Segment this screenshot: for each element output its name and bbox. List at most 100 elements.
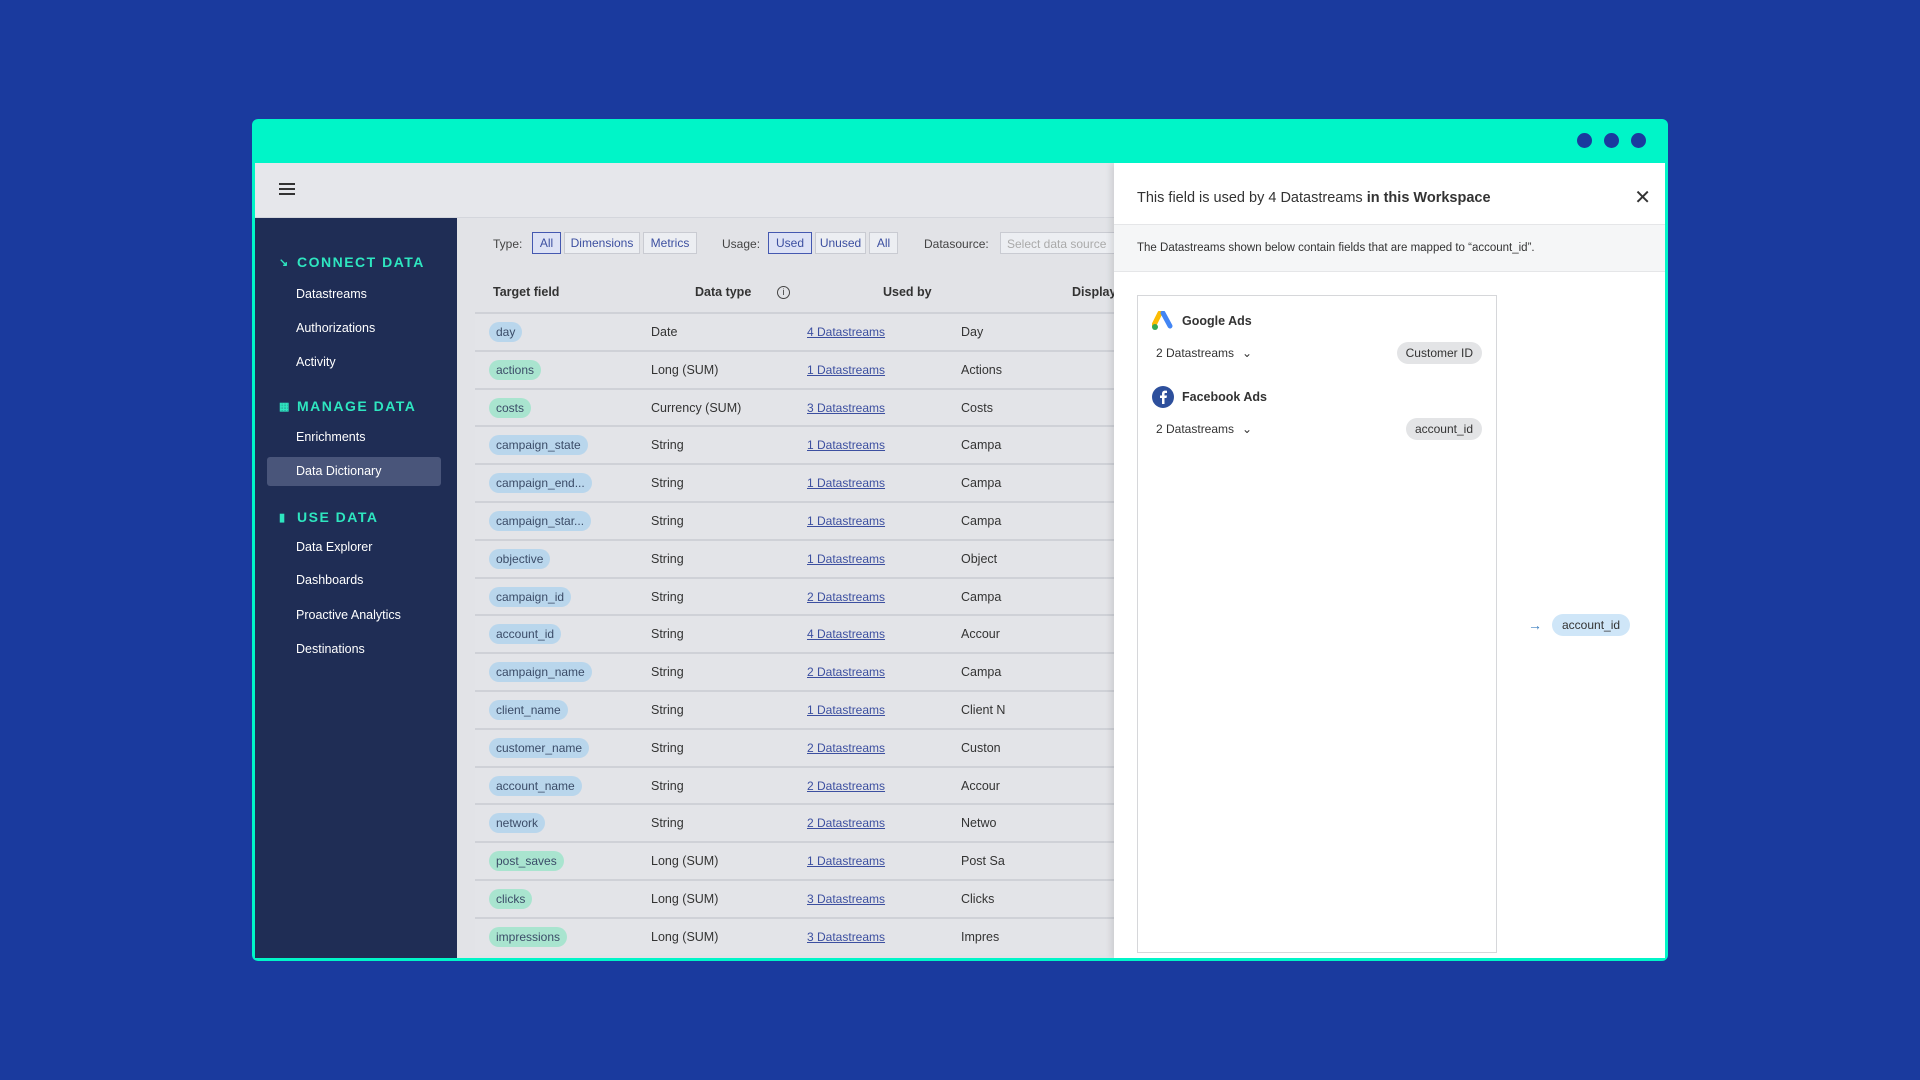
- window-dot-icon[interactable]: [1631, 133, 1646, 148]
- field-pill[interactable]: network: [489, 813, 546, 834]
- sidebar-item-data-dictionary[interactable]: Data Dictionary: [296, 464, 382, 478]
- used-by-link[interactable]: 2 Datastreams: [807, 589, 886, 604]
- used-by-link[interactable]: 1 Datastreams: [807, 702, 886, 717]
- data-type-cell: String: [651, 665, 684, 680]
- field-pill[interactable]: client_name: [489, 699, 568, 720]
- used-by-link[interactable]: 2 Datastreams: [807, 740, 886, 755]
- hamburger-menu-icon[interactable]: [279, 183, 295, 195]
- table-row[interactable]: campaign_star... String 1 Datastreams Ca…: [475, 500, 1175, 539]
- datastream-count-dropdown[interactable]: 2 Datastreams ⌄: [1156, 346, 1253, 360]
- usage-all-button[interactable]: All: [869, 232, 898, 254]
- display-name-cell: Campa: [961, 513, 1002, 528]
- used-by-link[interactable]: 2 Datastreams: [807, 665, 886, 680]
- sidebar-item-datastreams[interactable]: Datastreams: [296, 287, 367, 301]
- arrow-right-icon: →: [1528, 617, 1542, 633]
- field-pill[interactable]: actions: [489, 359, 542, 380]
- type-dimensions-button[interactable]: Dimensions: [564, 232, 640, 254]
- type-label: Type:: [493, 237, 523, 251]
- field-pill[interactable]: campaign_end...: [489, 473, 592, 494]
- used-by-link[interactable]: 1 Datastreams: [807, 551, 886, 566]
- window-dot-icon[interactable]: [1577, 133, 1592, 148]
- table-row[interactable]: clicks Long (SUM) 3 Datastreams Clicks: [475, 878, 1175, 917]
- table-row[interactable]: objective String 1 Datastreams Object: [475, 538, 1175, 577]
- used-by-link[interactable]: 1 Datastreams: [807, 513, 886, 528]
- field-pill[interactable]: clicks: [489, 888, 533, 909]
- table-row[interactable]: campaign_id String 2 Datastreams Campa: [475, 576, 1175, 615]
- sidebar-item-activity[interactable]: Activity: [296, 355, 336, 369]
- used-by-link[interactable]: 4 Datastreams: [807, 325, 886, 339]
- used-by-link[interactable]: 1 Datastreams: [807, 362, 886, 377]
- col-display[interactable]: Display: [1072, 285, 1117, 299]
- col-data-type[interactable]: Data type: [695, 285, 752, 299]
- google-ads-icon: [1152, 311, 1173, 330]
- display-name-cell: Campa: [961, 589, 1002, 604]
- datasource-select[interactable]: Select data source: [1000, 232, 1120, 254]
- sidebar-item-data-explorer[interactable]: Data Explorer: [296, 540, 373, 554]
- sidebar-item-enrichments[interactable]: Enrichments: [296, 430, 366, 444]
- field-pill[interactable]: account_id: [489, 624, 562, 645]
- table-row[interactable]: account_name String 2 Datastreams Accour: [475, 765, 1175, 804]
- usage-used-button[interactable]: Used: [768, 232, 812, 254]
- chevron-down-icon: ⌄: [1242, 422, 1253, 436]
- used-by-link[interactable]: 2 Datastreams: [807, 816, 886, 831]
- table-row[interactable]: day Date 4 Datastreams Day: [475, 312, 1175, 350]
- data-type-cell: String: [651, 476, 684, 491]
- table-row[interactable]: campaign_name String 2 Datastreams Campa: [475, 652, 1175, 690]
- sidebar-item-proactive-analytics[interactable]: Proactive Analytics: [296, 608, 401, 622]
- filter-bar: Type: All Dimensions Metrics Usage: Used…: [457, 218, 1157, 270]
- col-used-by[interactable]: Used by: [883, 285, 932, 299]
- section-connect-data: ↘ CONNECT DATA: [279, 254, 425, 270]
- table-row[interactable]: post_saves Long (SUM) 1 Datastreams Post…: [475, 841, 1175, 879]
- col-target-field[interactable]: Target field: [493, 285, 560, 299]
- display-name-cell: Day: [961, 325, 984, 339]
- table-row[interactable]: costs Currency (SUM) 3 Datastreams Costs: [475, 387, 1175, 426]
- field-pill[interactable]: campaign_name: [489, 662, 592, 683]
- display-name-cell: Accour: [961, 627, 1000, 642]
- close-icon[interactable]: ✕: [1634, 187, 1651, 209]
- datastream-count-dropdown[interactable]: 2 Datastreams ⌄: [1156, 422, 1253, 436]
- panel-title: This field is used by 4 Datastreams in t…: [1137, 190, 1491, 206]
- used-by-link[interactable]: 4 Datastreams: [807, 627, 886, 642]
- sidebar-item-dashboards[interactable]: Dashboards: [296, 573, 364, 587]
- field-pill[interactable]: impressions: [489, 926, 568, 947]
- field-pill[interactable]: customer_name: [489, 737, 590, 758]
- window-dot-icon[interactable]: [1604, 133, 1619, 148]
- table-row[interactable]: campaign_state String 1 Datastreams Camp…: [475, 425, 1175, 464]
- field-pill[interactable]: campaign_id: [489, 586, 572, 607]
- used-by-link[interactable]: 3 Datastreams: [807, 929, 886, 944]
- usage-unused-button[interactable]: Unused: [815, 232, 866, 254]
- used-by-link[interactable]: 1 Datastreams: [807, 476, 886, 491]
- field-pill[interactable]: day: [489, 322, 523, 342]
- display-name-cell: Impres: [961, 929, 1000, 944]
- used-by-link[interactable]: 3 Datastreams: [807, 891, 886, 906]
- table-row[interactable]: account_id String 4 Datastreams Accour: [475, 614, 1175, 653]
- used-by-link[interactable]: 1 Datastreams: [807, 438, 886, 453]
- table-row[interactable]: impressions Long (SUM) 3 Datastreams Imp…: [475, 916, 1175, 955]
- display-name-cell: Clicks: [961, 891, 995, 906]
- data-type-cell: Currency (SUM): [651, 400, 742, 415]
- field-pill[interactable]: costs: [489, 397, 532, 418]
- type-metrics-button[interactable]: Metrics: [643, 232, 697, 254]
- field-pill[interactable]: campaign_star...: [489, 510, 592, 531]
- data-type-cell: String: [651, 627, 684, 642]
- data-type-cell: Long (SUM): [651, 854, 719, 869]
- used-by-link[interactable]: 1 Datastreams: [807, 854, 886, 869]
- used-by-link[interactable]: 3 Datastreams: [807, 400, 886, 415]
- type-all-button[interactable]: All: [532, 232, 561, 254]
- app-window: ↘ CONNECT DATA Datastreams Authorizations…: [252, 119, 1668, 961]
- sidebar-item-destinations[interactable]: Destinations: [296, 642, 365, 656]
- used-by-link[interactable]: 2 Datastreams: [807, 778, 886, 793]
- field-pill[interactable]: account_name: [489, 775, 582, 796]
- field-pill[interactable]: campaign_state: [489, 435, 588, 456]
- field-pill[interactable]: post_saves: [489, 851, 564, 872]
- table-row[interactable]: client_name String 1 Datastreams Client …: [475, 689, 1175, 728]
- sidebar-item-authorizations[interactable]: Authorizations: [296, 321, 376, 335]
- field-pill[interactable]: objective: [489, 548, 551, 569]
- info-icon[interactable]: i: [777, 284, 790, 299]
- table-row[interactable]: actions Long (SUM) 1 Datastreams Actions: [475, 349, 1175, 388]
- table-row[interactable]: campaign_end... String 1 Datastreams Cam…: [475, 463, 1175, 501]
- display-name-cell: Campa: [961, 665, 1002, 680]
- table-row[interactable]: network String 2 Datastreams Netwo: [475, 803, 1175, 842]
- table-row[interactable]: customer_name String 2 Datastreams Custo…: [475, 727, 1175, 766]
- source-facebook-ads: Facebook Ads: [1152, 386, 1267, 408]
